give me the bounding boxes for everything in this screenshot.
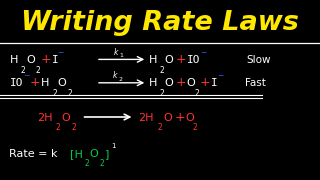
Text: −: − [217,71,223,80]
Text: 2: 2 [71,123,76,132]
Text: 2H: 2H [138,113,154,123]
Text: O: O [26,55,35,65]
Text: 2: 2 [195,89,199,98]
Text: I: I [52,55,59,65]
Text: IO: IO [10,78,23,88]
Text: 2: 2 [160,66,165,75]
Text: Rate = k: Rate = k [9,149,58,159]
Text: H: H [149,55,157,65]
Text: 2: 2 [52,89,57,98]
Text: IO: IO [187,55,200,65]
Text: 1: 1 [111,143,116,149]
Text: O: O [61,113,70,123]
Text: 2: 2 [36,66,41,75]
Text: O: O [165,55,173,65]
Text: +: + [30,76,40,89]
Text: 2: 2 [67,89,72,98]
Text: 2: 2 [158,123,163,132]
Text: +: + [174,111,185,124]
Text: H: H [41,78,49,88]
Text: 2: 2 [193,123,198,132]
Text: Writing Rate Laws: Writing Rate Laws [21,10,299,36]
Text: H: H [149,78,157,88]
Text: Fast: Fast [245,78,266,88]
Text: O: O [90,149,98,159]
Text: I: I [211,78,218,88]
Text: O: O [185,113,194,123]
Text: 2H: 2H [37,113,52,123]
Text: +: + [41,53,52,66]
Text: +: + [175,76,186,89]
Text: +: + [175,53,186,66]
Text: O: O [187,78,195,88]
Text: −: − [58,48,64,57]
Text: −: − [200,48,207,57]
Text: 2: 2 [160,89,165,98]
Text: O: O [165,78,173,88]
Text: 2: 2 [21,66,26,75]
Text: 1: 1 [119,53,123,58]
Text: O: O [58,78,66,88]
Text: [H: [H [70,149,83,159]
Text: +: + [200,76,211,89]
Text: 2: 2 [119,77,123,82]
Text: k: k [113,71,117,80]
Text: O: O [163,113,172,123]
Text: H: H [10,55,18,65]
Text: −: − [23,71,30,80]
Text: k: k [114,48,118,57]
Text: 2: 2 [84,159,89,168]
Text: 2: 2 [56,123,61,132]
Text: Slow: Slow [246,55,271,65]
Text: 2: 2 [99,159,104,168]
Text: ]: ] [105,149,109,159]
